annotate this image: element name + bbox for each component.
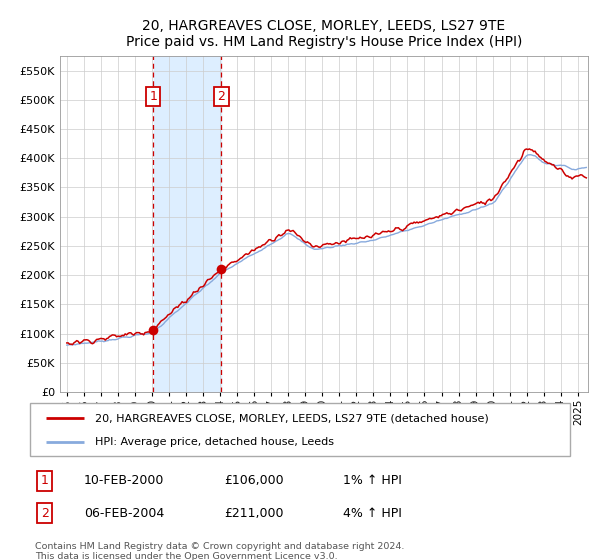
- Text: HPI: Average price, detached house, Leeds: HPI: Average price, detached house, Leed…: [95, 436, 334, 446]
- Text: Contains HM Land Registry data © Crown copyright and database right 2024.
This d: Contains HM Land Registry data © Crown c…: [35, 542, 405, 560]
- Text: 4% ↑ HPI: 4% ↑ HPI: [343, 507, 402, 520]
- Text: £106,000: £106,000: [224, 474, 284, 487]
- Text: 2: 2: [41, 507, 49, 520]
- Title: 20, HARGREAVES CLOSE, MORLEY, LEEDS, LS27 9TE
Price paid vs. HM Land Registry's : 20, HARGREAVES CLOSE, MORLEY, LEEDS, LS2…: [126, 19, 522, 49]
- Text: £211,000: £211,000: [224, 507, 284, 520]
- Text: 1% ↑ HPI: 1% ↑ HPI: [343, 474, 402, 487]
- Text: 06-FEB-2004: 06-FEB-2004: [84, 507, 164, 520]
- FancyBboxPatch shape: [30, 403, 570, 456]
- Text: 10-FEB-2000: 10-FEB-2000: [84, 474, 164, 487]
- Text: 2: 2: [218, 90, 226, 103]
- Text: 1: 1: [149, 90, 157, 103]
- Text: 1: 1: [41, 474, 49, 487]
- Text: 20, HARGREAVES CLOSE, MORLEY, LEEDS, LS27 9TE (detached house): 20, HARGREAVES CLOSE, MORLEY, LEEDS, LS2…: [95, 413, 488, 423]
